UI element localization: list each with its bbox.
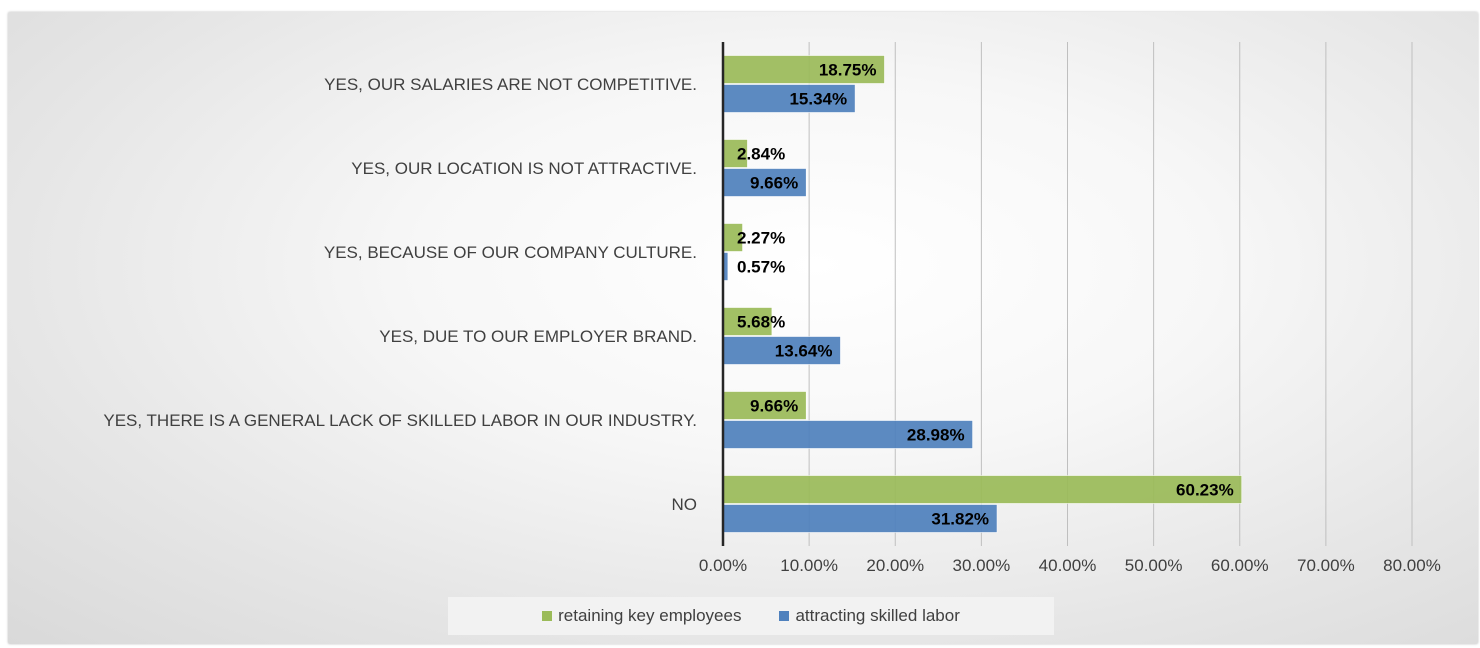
bar-attracting [722,504,998,533]
bar-retaining [722,55,885,84]
bar-retaining [722,139,748,168]
bar-attracting [722,336,841,365]
data-label: 18.75% [819,61,877,80]
category-label: YES, BECAUSE OF OUR COMPANY CULTURE. [324,243,697,262]
category-label: NO [672,495,698,514]
legend: retaining key employees attracting skill… [448,597,1054,635]
x-tick-label: 80.00% [1383,556,1441,575]
data-label: 5.68% [737,313,785,332]
bar-attracting [722,84,856,113]
data-label: 15.34% [789,90,847,109]
bar-retaining [722,391,807,420]
x-tick-label: 0.00% [699,556,747,575]
bar-retaining [722,307,773,336]
legend-item-attracting: attracting skilled labor [779,606,960,626]
x-tick-label: 70.00% [1297,556,1355,575]
x-tick-label: 40.00% [1039,556,1097,575]
data-label: 28.98% [907,426,965,445]
legend-swatch-attracting [779,611,790,621]
data-label: 0.57% [737,258,785,277]
category-label: YES, DUE TO OUR EMPLOYER BRAND. [379,327,697,346]
bar-retaining [722,475,1243,504]
category-label: YES, OUR SALARIES ARE NOT COMPETITIVE. [324,75,697,94]
data-label: 60.23% [1176,481,1234,500]
x-tick-label: 60.00% [1211,556,1269,575]
data-label: 9.66% [750,174,798,193]
legend-swatch-retaining [542,611,553,621]
x-tick-label: 50.00% [1125,556,1183,575]
data-label: 9.66% [750,397,798,416]
x-tick-label: 10.00% [780,556,838,575]
legend-label-retaining: retaining key employees [558,606,742,625]
legend-item-retaining: retaining key employees [542,606,741,626]
x-tick-label: 30.00% [953,556,1011,575]
x-tick-label: 20.00% [866,556,924,575]
data-label: 2.84% [737,145,785,164]
category-label: YES, THERE IS A GENERAL LACK OF SKILLED … [103,411,697,430]
category-label: YES, OUR LOCATION IS NOT ATTRACTIVE. [351,159,697,178]
data-label: 2.27% [737,229,785,248]
data-label: 13.64% [775,342,833,361]
data-label: 31.82% [931,510,989,529]
legend-label-attracting: attracting skilled labor [795,606,960,625]
